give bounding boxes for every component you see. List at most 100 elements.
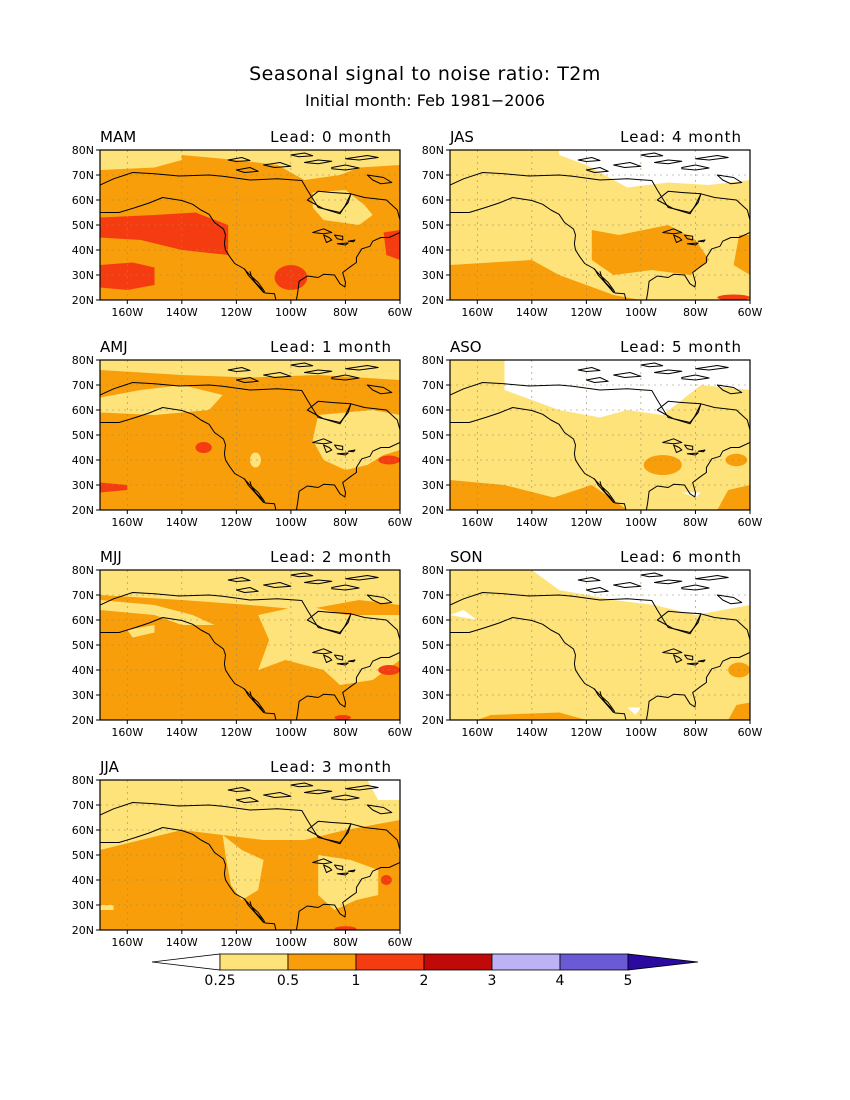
lat-tick-label: 30N	[72, 899, 94, 912]
colorbar-arrow-high	[627, 953, 699, 971]
region-hudson	[312, 190, 373, 225]
coastline-island	[345, 785, 379, 791]
lon-tick-label: 160W	[111, 726, 143, 739]
map-content	[100, 150, 400, 300]
lat-tick-label: 60N	[72, 194, 94, 207]
coastline-island	[345, 575, 379, 581]
coastline-hudson-bay	[656, 610, 702, 635]
spot-atlantic	[380, 875, 392, 885]
lat-tick-label: 60N	[422, 194, 444, 207]
coastline-west	[100, 827, 277, 930]
coastline-island	[366, 174, 393, 185]
lat-tick-label: 80N	[422, 144, 444, 157]
lat-tick-label: 20N	[72, 924, 94, 937]
coastline-island	[716, 384, 743, 395]
coastline-baja	[594, 688, 615, 713]
colorbar: 0.25 0.5 1 2 3 4 5	[151, 953, 699, 989]
coastline-island	[227, 787, 251, 792]
region-west-coast	[222, 835, 264, 900]
panel-season: JJA	[99, 758, 120, 776]
lat-tick-label: 60N	[72, 404, 94, 417]
lat-tick-label: 50N	[72, 429, 94, 442]
region-atlantic	[733, 235, 750, 275]
lon-tick-label: 60W	[738, 306, 763, 319]
figure-title: Seasonal signal to noise ratio: T2m	[249, 63, 601, 85]
coastline-island	[235, 797, 259, 803]
coastline-island	[681, 164, 710, 171]
coastline-island	[331, 794, 360, 801]
coastline-lake	[347, 239, 356, 243]
coastline	[450, 592, 750, 720]
panel-season: MJJ	[100, 548, 122, 566]
coastline-island	[585, 587, 609, 593]
coastline-island	[227, 367, 251, 372]
lat-tick-label: 50N	[422, 639, 444, 652]
lat-tick-label: 40N	[422, 454, 444, 467]
panel-season: JAS	[449, 128, 474, 146]
coastline-island	[695, 155, 729, 161]
coastline-hudson-bay	[306, 820, 352, 845]
coastline-lake	[323, 864, 333, 873]
coastline-hudson-bay	[656, 190, 702, 215]
colorbar-segment	[287, 953, 357, 971]
lon-tick-label: 140W	[166, 306, 198, 319]
lon-tick-label: 120W	[570, 516, 602, 529]
coastline-baja	[244, 268, 265, 293]
region-gulf-alaska	[127, 625, 155, 638]
coastline-lake	[312, 228, 333, 235]
lon-tick-label: 60W	[738, 516, 763, 529]
lon-tick-label: 60W	[388, 306, 413, 319]
coastline-island	[577, 157, 601, 162]
coastline-lake	[336, 872, 349, 876]
lon-tick-label: 120W	[220, 936, 252, 949]
lat-tick-label: 50N	[422, 219, 444, 232]
lon-tick-label: 120W	[220, 516, 252, 529]
coastline-lake	[697, 239, 706, 243]
lon-tick-label: 100W	[275, 306, 307, 319]
region-atlantic	[717, 485, 750, 510]
coastline-island	[585, 377, 609, 383]
coastline-island	[366, 594, 393, 605]
coastline-west	[450, 617, 627, 720]
spot-caribbean	[717, 294, 750, 300]
colorbar-label: 2	[420, 973, 429, 989]
colorbar-label: 5	[624, 973, 633, 989]
spot-pacific	[195, 442, 212, 453]
coastline-baja	[594, 268, 615, 293]
coastline-lake	[334, 864, 344, 871]
lat-tick-label: 70N	[422, 589, 444, 602]
lon-tick-label: 80W	[333, 936, 358, 949]
lat-tick-label: 40N	[72, 664, 94, 677]
coastline-island	[263, 162, 292, 168]
coastline-lake	[697, 659, 706, 663]
coastline-lake	[686, 242, 699, 246]
lat-tick-label: 80N	[72, 774, 94, 787]
lon-tick-label: 140W	[516, 726, 548, 739]
coastline-island	[263, 582, 292, 588]
coastline-island	[681, 374, 710, 381]
lat-tick-label: 50N	[72, 219, 94, 232]
coastline-lake	[312, 858, 333, 865]
coastline	[450, 382, 750, 510]
panel-season: SON	[450, 548, 483, 566]
lat-tick-label: 20N	[72, 294, 94, 307]
coastline-lake	[684, 444, 694, 451]
lon-tick-label: 160W	[111, 936, 143, 949]
coastline-hudson-bay	[306, 400, 352, 425]
lon-tick-label: 140W	[166, 936, 198, 949]
coastline-island	[366, 804, 393, 815]
coastline-lake	[673, 654, 683, 663]
map-content	[450, 360, 750, 510]
coastline-baja	[244, 898, 265, 923]
lon-tick-label: 140W	[516, 306, 548, 319]
lon-tick-label: 100W	[275, 726, 307, 739]
map-panel-son: SON Lead: 6 month 80N 70N 60N 50N 40N 30N 20N 160…	[422, 548, 763, 739]
coastline-island	[681, 584, 710, 591]
panel-lead: Lead: 3 month	[270, 758, 392, 776]
coastline-island	[304, 579, 333, 585]
coastline-island	[263, 372, 292, 378]
lat-tick-label: 20N	[72, 504, 94, 517]
colorbar-label: 0.25	[204, 973, 235, 989]
lat-tick-label: 30N	[72, 689, 94, 702]
region-ne-pacific	[100, 212, 229, 255]
